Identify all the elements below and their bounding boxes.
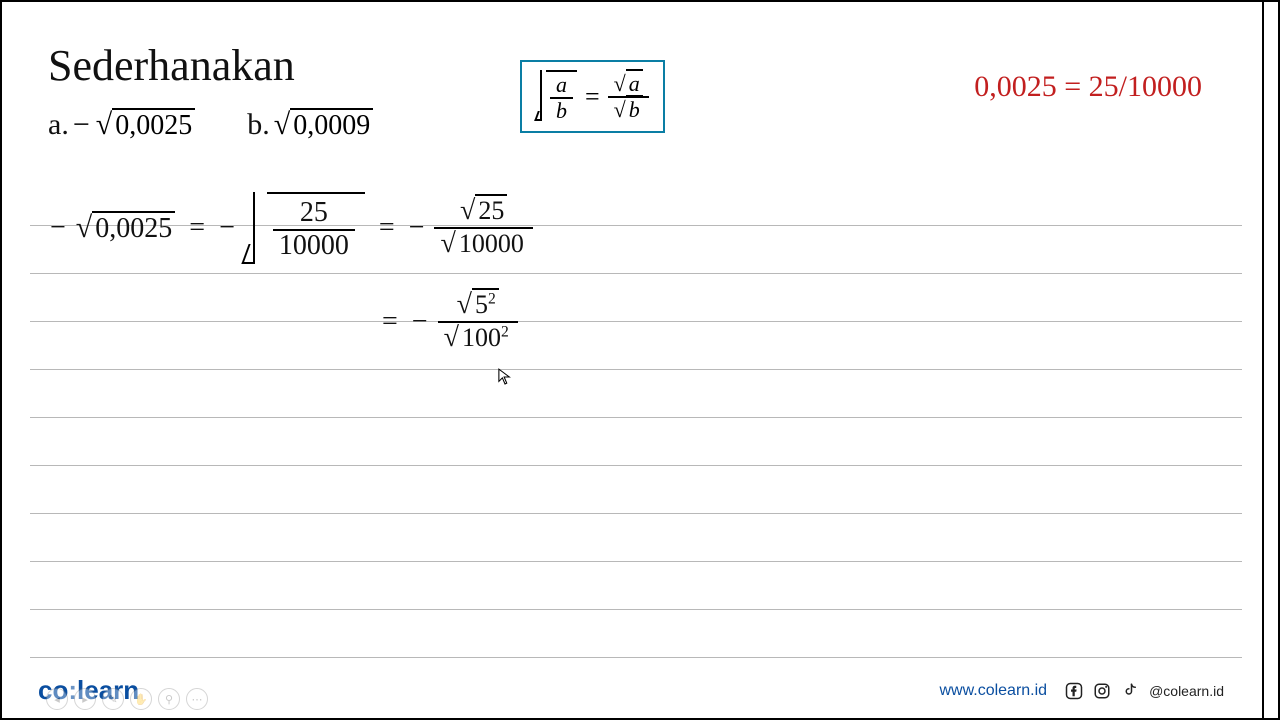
play-button[interactable]: ▸ bbox=[74, 688, 96, 710]
problem-a: a. − √ 0,0025 bbox=[48, 108, 195, 142]
problem-a-radicand: 0,0025 bbox=[112, 108, 195, 142]
facebook-icon bbox=[1065, 682, 1083, 700]
formula-box: a b = √a √b bbox=[520, 60, 665, 133]
line2-den-exp: 2 bbox=[501, 323, 509, 340]
annotation-text: 0,0025 = 25/10000 bbox=[974, 70, 1202, 104]
line1-rhs-frac: √25 √10000 bbox=[434, 196, 532, 260]
problem-b-radicand: 0,0009 bbox=[290, 108, 373, 142]
footer: co:learn www.colearn.id @colearn.id ◂ ▸ … bbox=[38, 675, 1224, 706]
edit-button[interactable]: ✎ bbox=[102, 688, 124, 710]
problem-b-label: b. bbox=[247, 108, 270, 142]
more-button[interactable]: ⋯ bbox=[186, 688, 208, 710]
equals-sign: = bbox=[585, 82, 600, 112]
page-title: Sederhanakan bbox=[48, 40, 295, 91]
prev-button[interactable]: ◂ bbox=[46, 688, 68, 710]
zoom-button[interactable]: ⚲ bbox=[158, 688, 180, 710]
formula-left-den: b bbox=[550, 97, 573, 123]
page-canvas: Sederhanakan a. − √ 0,0025 b. √ 0,0009 a… bbox=[20, 0, 1252, 720]
footer-url: www.colearn.id bbox=[939, 682, 1047, 700]
line1-rhs-num: 25 bbox=[475, 194, 507, 225]
sqrt-icon: a b bbox=[536, 70, 577, 123]
problem-row: a. − √ 0,0025 b. √ 0,0009 bbox=[48, 108, 373, 142]
instagram-icon bbox=[1093, 682, 1111, 700]
formula-right-frac: √a √b bbox=[608, 72, 649, 122]
work-line-1: − √ 0,0025 = − 25 10000 = − √25 √10000 bbox=[50, 192, 533, 264]
hand-button[interactable]: ✋ bbox=[130, 688, 152, 710]
line2-num-exp: 2 bbox=[488, 290, 496, 307]
social-handle: @colearn.id bbox=[1149, 683, 1224, 699]
line2-num-base: 5 bbox=[475, 290, 488, 319]
work-line-2: = − √52 √1002 bbox=[378, 290, 518, 354]
formula-left-num: a bbox=[556, 73, 567, 97]
line1-rhs-den: 10000 bbox=[456, 227, 527, 258]
line2-frac: √52 √1002 bbox=[438, 290, 518, 354]
problem-a-label: a. bbox=[48, 108, 69, 142]
minus-sign: − bbox=[73, 108, 90, 142]
formula-right-den: b bbox=[626, 95, 643, 122]
line1-frac-den: 10000 bbox=[273, 229, 355, 262]
formula-right-num: a bbox=[626, 69, 643, 96]
sqrt-icon: 25 10000 bbox=[245, 192, 365, 264]
cursor-icon bbox=[498, 368, 512, 386]
line1-lhs-radicand: 0,0025 bbox=[92, 211, 175, 245]
right-divider bbox=[1262, 2, 1264, 718]
line1-frac-num: 25 bbox=[300, 198, 328, 229]
sqrt-icon: √ 0,0009 bbox=[274, 108, 373, 142]
tiktok-icon bbox=[1121, 682, 1139, 700]
sqrt-icon: √ 0,0025 bbox=[96, 108, 195, 142]
line2-den-base: 100 bbox=[462, 323, 501, 352]
player-controls: ◂ ▸ ✎ ✋ ⚲ ⋯ bbox=[46, 688, 208, 710]
social-icons: @colearn.id bbox=[1065, 682, 1224, 700]
sqrt-icon: √ 0,0025 bbox=[76, 211, 175, 245]
problem-b: b. √ 0,0009 bbox=[247, 108, 373, 142]
